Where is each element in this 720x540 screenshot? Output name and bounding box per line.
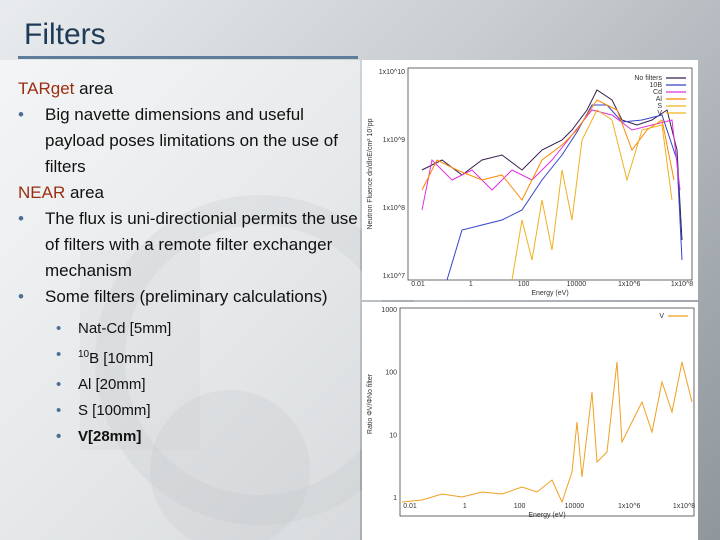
sub-bullet: • Nat-Cd [5mm] bbox=[56, 320, 172, 337]
legend-label: V bbox=[657, 110, 662, 117]
plot-curve bbox=[401, 361, 693, 504]
y-axis-label: Ratio ΦV/ΦNo filter bbox=[367, 373, 374, 434]
x-tick-label: 1x10^6 bbox=[618, 281, 640, 288]
superscript: 10 bbox=[78, 349, 90, 360]
sub-bullet: • Al [20mm] bbox=[56, 376, 146, 393]
x-tick-label: 100 bbox=[514, 503, 526, 510]
top-plot: 1x10^10 1x10^9 1x10^8 1x10^7 0.01 1 100 10000 1x… bbox=[362, 60, 698, 300]
x-tick-label: 100 bbox=[518, 281, 530, 288]
text-panel bbox=[0, 60, 360, 540]
bullet-text: The flux is uni-directionial permits the… bbox=[45, 209, 358, 280]
sub-bullet: • 10B [10mm] bbox=[56, 346, 154, 367]
y-tick-label: 1 bbox=[393, 495, 397, 502]
section-suffix: area bbox=[69, 183, 104, 202]
y-tick-label: 1000 bbox=[381, 307, 397, 314]
bottom-plot: 1000 100 10 1 0.01 1 100 10000 1x10^6 1x10^8 Energ… bbox=[362, 302, 698, 540]
x-tick-label: 1x10^6 bbox=[618, 503, 640, 510]
legend-label: Cd bbox=[653, 89, 662, 96]
filter: Nat-Cd [5mm] bbox=[78, 320, 172, 337]
y-tick-label: 10 bbox=[389, 432, 397, 439]
legend-label: No filters bbox=[634, 75, 662, 82]
sub-bullet: • S [100mm] bbox=[56, 402, 151, 419]
plot-curves bbox=[421, 89, 683, 281]
filter: V[28mm] bbox=[78, 428, 142, 445]
legend-label: V bbox=[659, 313, 664, 320]
slide-title: Filters bbox=[24, 18, 106, 51]
section-suffix: area bbox=[79, 79, 114, 98]
legend-label: S bbox=[657, 103, 662, 110]
filter: S [100mm] bbox=[78, 402, 151, 419]
y-tick-label: 1x10^9 bbox=[383, 137, 405, 144]
filter: Al [20mm] bbox=[78, 376, 146, 393]
y-tick-label: 1x10^10 bbox=[379, 69, 405, 76]
section-label: NEAR bbox=[18, 183, 66, 202]
section-label: TARget bbox=[18, 79, 75, 98]
x-tick-label: 1 bbox=[463, 503, 467, 510]
x-tick-label: 10000 bbox=[565, 503, 585, 510]
bullet: • Big navette dimensions and useful paylo… bbox=[18, 105, 338, 176]
y-axis-label: Neutron Fluence dn/dlnE/cm² 10⁷pp bbox=[367, 118, 374, 229]
bullet-text: Big navette dimensions and useful payloa… bbox=[45, 105, 338, 176]
title-underline bbox=[18, 56, 358, 59]
y-tick-label: 100 bbox=[385, 370, 397, 377]
filter: B [10mm] bbox=[89, 350, 154, 367]
bullet: • The flux is uni-directionial permits th… bbox=[18, 209, 358, 280]
y-tick-label: 1x10^7 bbox=[383, 273, 405, 280]
x-tick-label: 1x10^8 bbox=[673, 503, 695, 510]
x-axis-label: Energy (eV) bbox=[531, 290, 568, 297]
sub-bullet: • V[28mm] bbox=[56, 428, 142, 445]
x-tick-label: 1 bbox=[469, 281, 473, 288]
bullet-text: Some filters (preliminary calculations) bbox=[45, 287, 328, 306]
x-tick-label: 10000 bbox=[567, 281, 587, 288]
x-axis-label: Energy (eV) bbox=[528, 512, 565, 519]
y-tick-label: 1x10^8 bbox=[383, 205, 405, 212]
x-tick-label: 1x10^8 bbox=[671, 281, 693, 288]
x-tick-label: 0.01 bbox=[411, 281, 425, 288]
bullet: • Some filters (preliminary calculations) bbox=[18, 287, 328, 306]
legend-label: 10B bbox=[650, 82, 663, 89]
legend-label: Al bbox=[656, 96, 663, 103]
slide-body: TARget area • Big navette dimensions and … bbox=[18, 76, 358, 450]
x-tick-label: 0.01 bbox=[403, 503, 417, 510]
